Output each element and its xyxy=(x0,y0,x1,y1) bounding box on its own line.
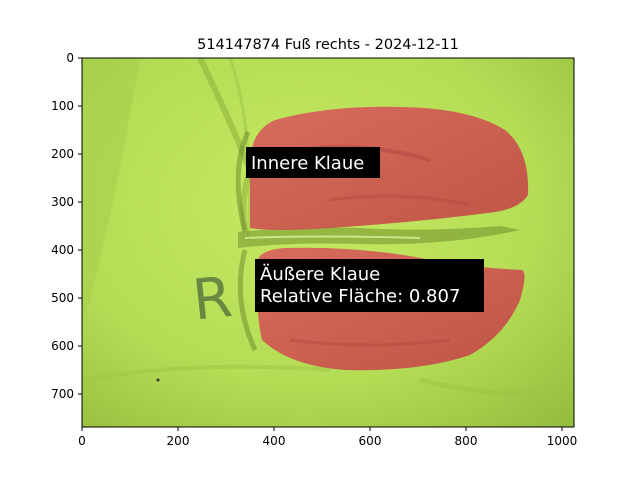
y-tick-label: 200 xyxy=(51,147,74,161)
inner-label-box xyxy=(246,147,380,178)
y-tick-label: 700 xyxy=(51,387,74,401)
inner-claw-annotation: Innere Klaue xyxy=(246,147,380,178)
x-tick-label: 0 xyxy=(78,434,86,448)
photo-image: R xyxy=(82,58,574,427)
x-tick-label: 800 xyxy=(455,434,478,448)
figure-title: 514147874 Fuß rechts - 2024-12-11 xyxy=(197,37,459,53)
y-tick-label: 400 xyxy=(51,243,74,257)
outer-claw-annotation: Äußere Klaue Relative Fläche: 0.807 xyxy=(255,259,484,312)
y-tick-label: 0 xyxy=(66,51,74,65)
y-tick-label: 500 xyxy=(51,291,74,305)
x-axis: 0 200 400 600 800 1000 xyxy=(78,427,577,448)
outer-label-box xyxy=(255,259,484,312)
y-tick-label: 300 xyxy=(51,195,74,209)
inner-claw-mask xyxy=(250,106,529,230)
inner-label: Innere Klaue xyxy=(251,153,364,174)
handwritten-r-mark: R xyxy=(190,265,236,334)
outer-label-line1: Äußere Klaue xyxy=(260,264,380,285)
x-tick-label: 1000 xyxy=(547,434,578,448)
x-tick-label: 600 xyxy=(359,434,382,448)
y-tick-label: 600 xyxy=(51,339,74,353)
y-axis: 0 100 200 300 400 500 600 700 xyxy=(51,51,82,401)
y-tick-label: 100 xyxy=(51,99,74,113)
outer-label-line2: Relative Fläche: 0.807 xyxy=(260,286,460,307)
x-tick-label: 400 xyxy=(263,434,286,448)
axes-frame xyxy=(81,57,575,428)
x-tick-label: 200 xyxy=(167,434,190,448)
